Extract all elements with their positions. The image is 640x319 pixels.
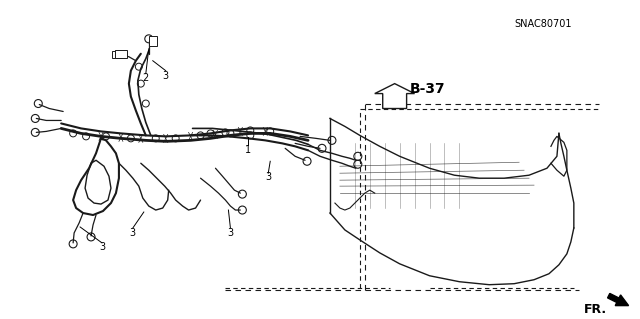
Text: 3: 3 <box>99 242 105 252</box>
Polygon shape <box>375 84 415 108</box>
Text: SNAC80701: SNAC80701 <box>514 19 572 29</box>
Bar <box>112 51 122 58</box>
Text: 3: 3 <box>163 70 169 81</box>
Text: 3: 3 <box>265 172 271 182</box>
Text: FR.: FR. <box>584 303 607 315</box>
Bar <box>148 36 157 46</box>
Bar <box>115 50 127 58</box>
Text: 1: 1 <box>245 145 252 155</box>
FancyArrow shape <box>607 293 628 306</box>
Text: 2: 2 <box>143 73 149 83</box>
Text: 3: 3 <box>227 228 234 238</box>
Text: B-37: B-37 <box>410 82 445 96</box>
Text: 3: 3 <box>130 228 136 238</box>
